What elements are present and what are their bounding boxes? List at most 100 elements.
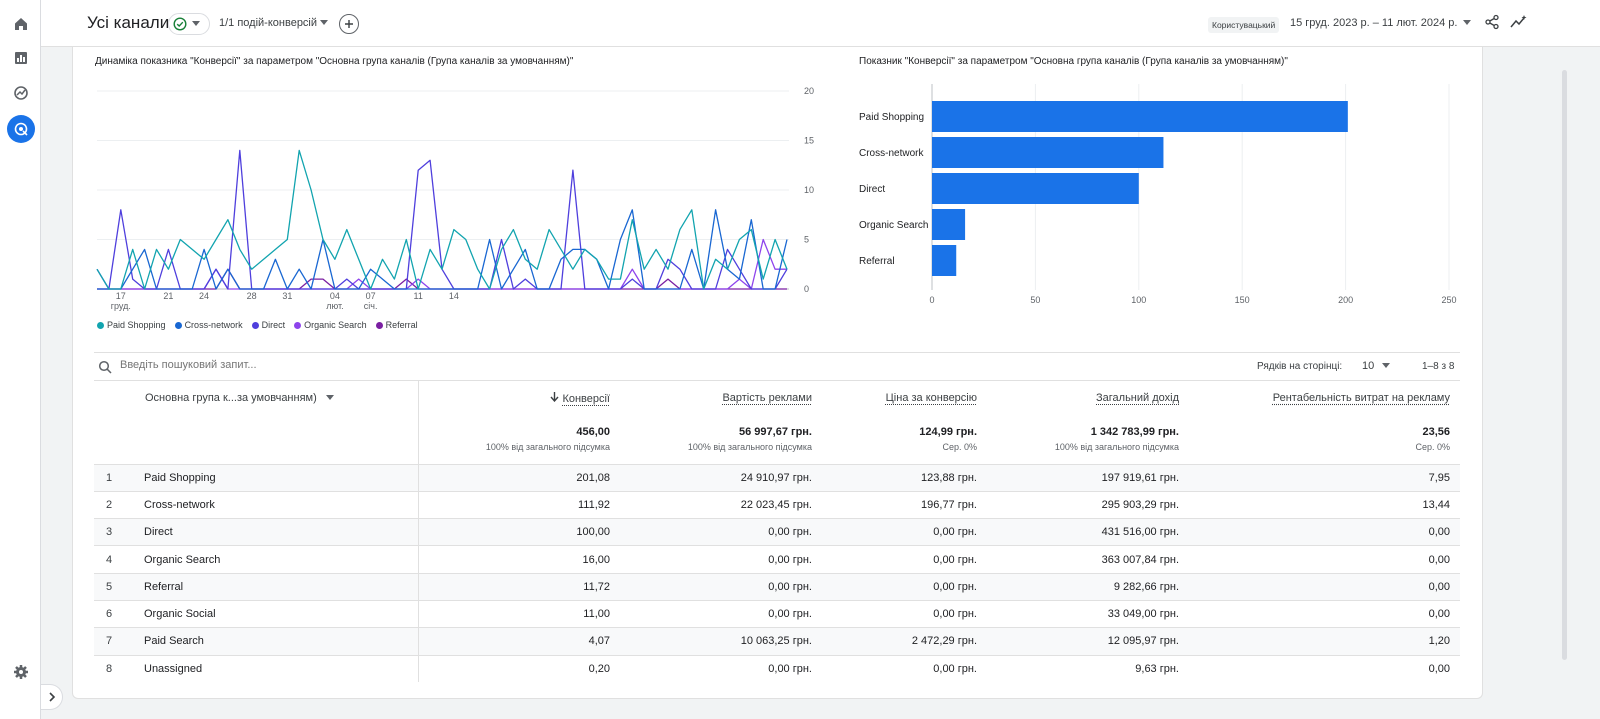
total-value: 124,99 грн. [919, 426, 977, 439]
total-cell: 124,99 грн. Сер. 0% [822, 415, 987, 464]
plus-icon [345, 20, 353, 28]
conversion-event-selector[interactable]: 1/1 подій-конверсій [219, 17, 329, 29]
column-header-total-revenue[interactable]: Загальний дохід [987, 381, 1189, 415]
column-header-cost-per-conversion[interactable]: Ціна за конверсію [822, 381, 987, 415]
search-input[interactable] [120, 359, 420, 371]
conversion-selector-label: 1/1 подій-конверсій [219, 17, 318, 29]
caret-down-icon [325, 395, 334, 400]
table-row[interactable]: 1 Paid Shopping 201,08 24 910,97 грн. 123,88… [94, 463, 1460, 492]
row-channel-name: Cross-network [132, 490, 419, 519]
table-row[interactable]: 5 Referral 11,72 0,00 грн. 0,00 грн. 9 282,66… [94, 572, 1460, 601]
y-tick-label: 15 [804, 136, 814, 146]
bar[interactable] [932, 137, 1164, 168]
row-conversions: 111,92 [418, 490, 620, 519]
y-tick-label: 10 [804, 185, 814, 195]
row-ad-cost: 24 910,97 грн. [620, 463, 822, 492]
x-tick-sublabel: груд. [111, 301, 131, 311]
table-row[interactable]: 7 Paid Search 4,07 10 063,25 грн. 2 472,29 г… [94, 627, 1460, 656]
table-row[interactable]: 8 Unassigned 0,20 0,00 грн. 0,00 грн. 9,63 гр… [94, 654, 1460, 683]
table-row[interactable]: 3 Direct 100,00 0,00 грн. 0,00 грн. 431 516,0… [94, 518, 1460, 546]
add-comparison-button[interactable] [339, 14, 359, 34]
reports-icon[interactable] [7, 44, 35, 72]
row-roas: 0,00 [1189, 518, 1460, 546]
caret-down-icon [320, 20, 329, 25]
rows-per-page-value: 10 [1362, 360, 1375, 372]
row-cost-per-conversion: 0,00 грн. [822, 654, 987, 683]
row-total-revenue: 295 903,29 грн. [987, 490, 1189, 519]
y-tick-label: 5 [804, 235, 809, 245]
table-row[interactable]: 4 Organic Search 16,00 0,00 грн. 0,00 грн. 36… [94, 545, 1460, 574]
total-sub: 100% від загального підсумка [485, 442, 610, 453]
page-title: Усі канали [87, 13, 170, 32]
legend-item[interactable]: Cross-network [174, 320, 243, 330]
row-conversions: 11,72 [418, 572, 620, 601]
row-total-revenue: 33 049,00 грн. [987, 599, 1189, 628]
bar[interactable] [932, 209, 966, 240]
x-tick-label: 200 [1338, 295, 1353, 305]
row-roas: 0,00 [1189, 599, 1460, 628]
bar[interactable] [932, 173, 1139, 204]
row-cost-per-conversion: 123,88 грн. [822, 463, 987, 492]
row-conversions: 0,20 [418, 654, 620, 683]
legend-item[interactable]: Paid Shopping [97, 320, 166, 330]
bar-category-label: Organic Search [859, 220, 928, 231]
x-tick-label: 250 [1441, 295, 1456, 305]
legend-item[interactable]: Referral [375, 320, 418, 330]
legend-label: Paid Shopping [107, 320, 166, 330]
table-search-row: Рядків на сторінці: 10 1–8 з 8 [94, 352, 1460, 381]
insights-icon[interactable] [1510, 14, 1528, 30]
series-line-paid-shopping[interactable] [96, 149, 788, 290]
total-value: 456,00 [576, 426, 610, 439]
y-tick-label: 20 [804, 86, 814, 96]
bar[interactable] [932, 245, 957, 276]
report-status-chip[interactable] [168, 13, 210, 35]
series-line-cross-network[interactable] [97, 209, 788, 290]
home-icon[interactable] [7, 10, 35, 38]
x-tick-label: 31 [282, 291, 292, 301]
legend-item[interactable]: Organic Search [294, 320, 367, 330]
row-number: 6 [94, 599, 132, 628]
date-preset-chip[interactable]: Користувацький [1208, 17, 1280, 33]
dimension-header[interactable]: Основна група к...за умовчанням) [94, 381, 419, 415]
totals-row: 456,00 100% від загального підсумка 56 99… [94, 415, 1460, 464]
row-ad-cost: 10 063,25 грн. [620, 627, 822, 656]
table-row[interactable]: 2 Cross-network 111,92 22 023,45 грн. 196,77… [94, 490, 1460, 519]
column-header-ad-cost[interactable]: Вартість реклами [620, 381, 822, 415]
explore-icon[interactable] [7, 79, 35, 107]
x-tick-label: 28 [247, 291, 257, 301]
share-icon[interactable] [1484, 14, 1500, 30]
x-tick-label: 14 [449, 291, 459, 301]
page-scrollbar[interactable] [1562, 70, 1567, 660]
x-tick-label: 07 [366, 291, 376, 301]
advertising-icon[interactable] [7, 115, 35, 143]
data-table: Основна група к...за умовчанням) Конверс… [94, 381, 1460, 683]
row-cost-per-conversion: 0,00 грн. [822, 518, 987, 546]
x-tick-sublabel: січ. [364, 301, 378, 311]
row-ad-cost: 0,00 грн. [620, 518, 822, 546]
top-bar: Усі канали 1/1 подій-конверсій Користува… [41, 0, 1600, 47]
row-total-revenue: 363 007,84 грн. [987, 545, 1189, 574]
column-header-conversions[interactable]: Конверсії [418, 381, 620, 415]
row-number: 3 [94, 518, 132, 546]
table-row[interactable]: 6 Organic Social 11,00 0,00 грн. 0,00 грн. 33… [94, 599, 1460, 628]
row-number: 8 [94, 654, 132, 683]
x-tick-label: 50 [1030, 295, 1040, 305]
total-sub: Сер. 0% [942, 442, 977, 453]
total-cell: 1 342 783,99 грн. 100% від загального під… [987, 415, 1189, 464]
bar-chart-title: Показник "Конверсії" за параметром "Осно… [859, 56, 1288, 67]
legend-item[interactable]: Direct [251, 320, 285, 330]
settings-gear-icon[interactable] [7, 658, 35, 686]
rows-per-page-select[interactable]: 10 [1362, 360, 1391, 372]
total-value: 1 342 783,99 грн. [1090, 426, 1179, 439]
row-conversions: 100,00 [418, 518, 620, 546]
expand-nav-button[interactable] [41, 684, 63, 710]
total-cell: 23,56 Сер. 0% [1189, 415, 1460, 464]
column-header-roas[interactable]: Рентабельність витрат на рекламу [1189, 381, 1460, 415]
legend-dot [97, 321, 104, 329]
bar[interactable] [932, 101, 1348, 132]
date-range-picker[interactable]: 15 груд. 2023 р. – 11 лют. 2024 р. [1290, 17, 1472, 29]
bar-category-label: Direct [859, 184, 885, 195]
line-chart-legend: Paid Shopping Cross-network Direct Organic … [97, 320, 418, 330]
